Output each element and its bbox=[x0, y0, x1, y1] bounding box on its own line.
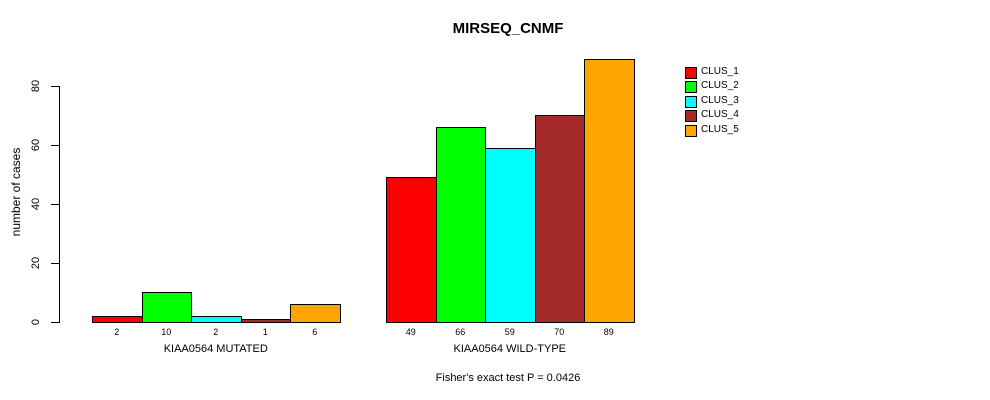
y-axis-tick-label: 40 bbox=[30, 197, 42, 211]
y-axis-tick bbox=[51, 322, 59, 323]
bar-clus-5 bbox=[290, 304, 341, 323]
y-axis-tick-label: 0 bbox=[30, 318, 42, 326]
bar-clus-2 bbox=[435, 127, 486, 323]
bar-value-label: 66 bbox=[455, 327, 466, 337]
bar-value-label: 70 bbox=[554, 327, 565, 337]
y-axis-tick bbox=[51, 145, 59, 146]
legend-label: CLUS_2 bbox=[701, 80, 739, 91]
y-axis-tick bbox=[51, 263, 59, 264]
bar-value-label: 49 bbox=[405, 327, 416, 337]
y-axis-tick-label: 60 bbox=[30, 138, 42, 152]
bar-value-label: 6 bbox=[312, 327, 318, 337]
bar-value-label: 59 bbox=[504, 327, 515, 337]
bar-value-label: 2 bbox=[213, 327, 219, 337]
caption: Fisher's exact test P = 0.0426 bbox=[435, 372, 581, 384]
legend-label: CLUS_4 bbox=[701, 109, 739, 120]
bar-clus-4 bbox=[534, 115, 585, 323]
y-axis-tick bbox=[51, 204, 59, 205]
legend-swatch-clus-4 bbox=[685, 110, 697, 122]
bar-clus-5 bbox=[584, 59, 635, 323]
legend-label: CLUS_5 bbox=[701, 124, 739, 135]
bar-clus-3 bbox=[191, 316, 242, 323]
bar-value-label: 89 bbox=[603, 327, 614, 337]
group-label: KIAA0564 WILD-TYPE bbox=[453, 343, 567, 355]
y-axis-tick-label: 20 bbox=[30, 256, 42, 270]
legend-swatch-clus-1 bbox=[685, 67, 697, 79]
legend-swatch-clus-5 bbox=[685, 125, 697, 137]
y-axis-tick bbox=[51, 86, 59, 87]
legend-swatch-clus-2 bbox=[685, 81, 697, 93]
legend-label: CLUS_3 bbox=[701, 95, 739, 106]
bar-clus-4 bbox=[240, 319, 291, 323]
group-label: KIAA0564 MUTATED bbox=[163, 343, 268, 355]
y-axis-tick-label: 80 bbox=[30, 79, 42, 93]
bar-clus-1 bbox=[92, 316, 143, 323]
bar-value-label: 2 bbox=[114, 327, 120, 337]
bar-value-label: 10 bbox=[161, 327, 172, 337]
y-axis-label: number of cases bbox=[9, 147, 23, 237]
y-axis-line bbox=[59, 86, 60, 323]
bar-clus-3 bbox=[485, 148, 536, 323]
legend-swatch-clus-3 bbox=[685, 96, 697, 108]
legend-label: CLUS_1 bbox=[701, 66, 739, 77]
bar-value-label: 1 bbox=[262, 327, 268, 337]
chart-title: MIRSEQ_CNMF bbox=[452, 20, 564, 37]
bar-clus-1 bbox=[386, 177, 437, 323]
bar-clus-2 bbox=[141, 292, 192, 323]
